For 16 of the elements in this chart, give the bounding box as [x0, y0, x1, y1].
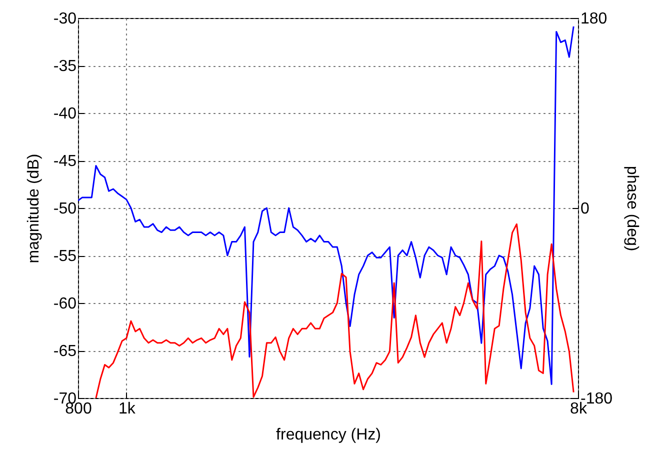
y-tick-label: -60 [53, 296, 77, 312]
line-series [95, 223, 574, 398]
y-tick-label: -50 [53, 200, 77, 218]
line-series [78, 26, 574, 386]
y2-tick-label: 0 [580, 200, 590, 218]
x-axis-title: frequency (Hz) [276, 426, 381, 444]
y-tick-label: -65 [53, 343, 77, 360]
y-tick-label: -55 [53, 248, 77, 265]
y-tick-label: -35 [53, 58, 77, 75]
y-axis-title: magnitude (dB) [25, 154, 42, 264]
y2-tick-label: 180 [580, 10, 608, 28]
y2-axis-title: phase (deg) [624, 166, 641, 252]
y-tick-label: -45 [53, 153, 77, 170]
y-tick-label: -30 [53, 10, 77, 28]
y-tick-label: -40 [53, 106, 77, 122]
x-tick-label: 1k [118, 400, 136, 418]
